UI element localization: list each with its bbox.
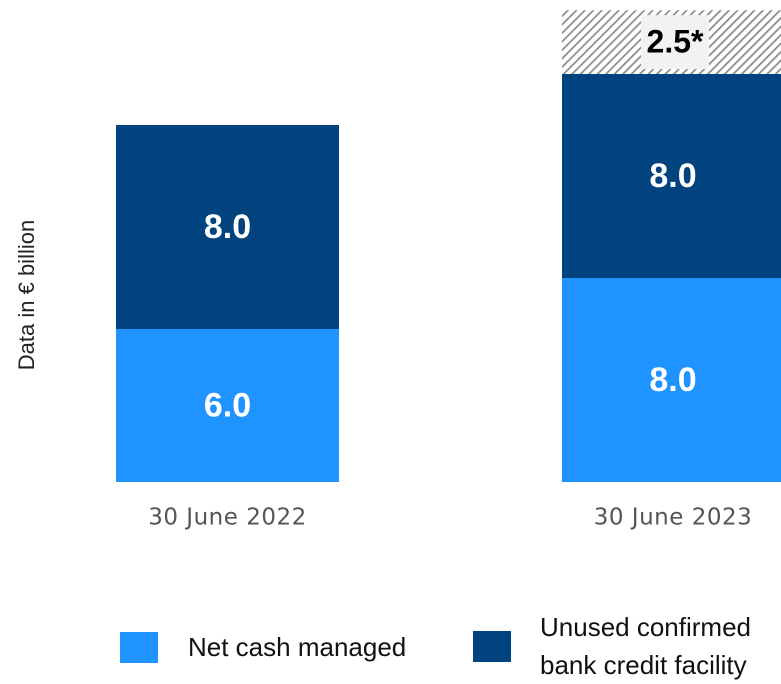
bar-segment: [562, 278, 781, 482]
bar-segment: [116, 125, 339, 329]
y-axis-label: Data in € billion: [14, 220, 39, 370]
bar-segment: [116, 329, 339, 482]
value-label: 2.5*: [647, 24, 704, 60]
legend-label: Net cash managed: [188, 632, 407, 662]
legend-swatch: [473, 630, 511, 662]
legend-swatch: [120, 631, 158, 663]
value-label: 6.0: [204, 386, 251, 424]
value-label: 8.0: [649, 157, 696, 195]
legend-item: Unused confirmed bank credit facility: [473, 608, 773, 684]
value-label: 8.0: [649, 361, 696, 399]
x-tick-label: 30 June 2022: [148, 505, 307, 531]
x-tick-label: 30 June 2023: [594, 505, 753, 531]
legend-item: Net cash managed: [120, 628, 440, 666]
label-box: [641, 15, 709, 70]
legend-label: Unused confirmed bank credit facility: [540, 612, 751, 680]
bar-segment: [562, 74, 781, 278]
value-label: 8.0: [204, 208, 251, 246]
